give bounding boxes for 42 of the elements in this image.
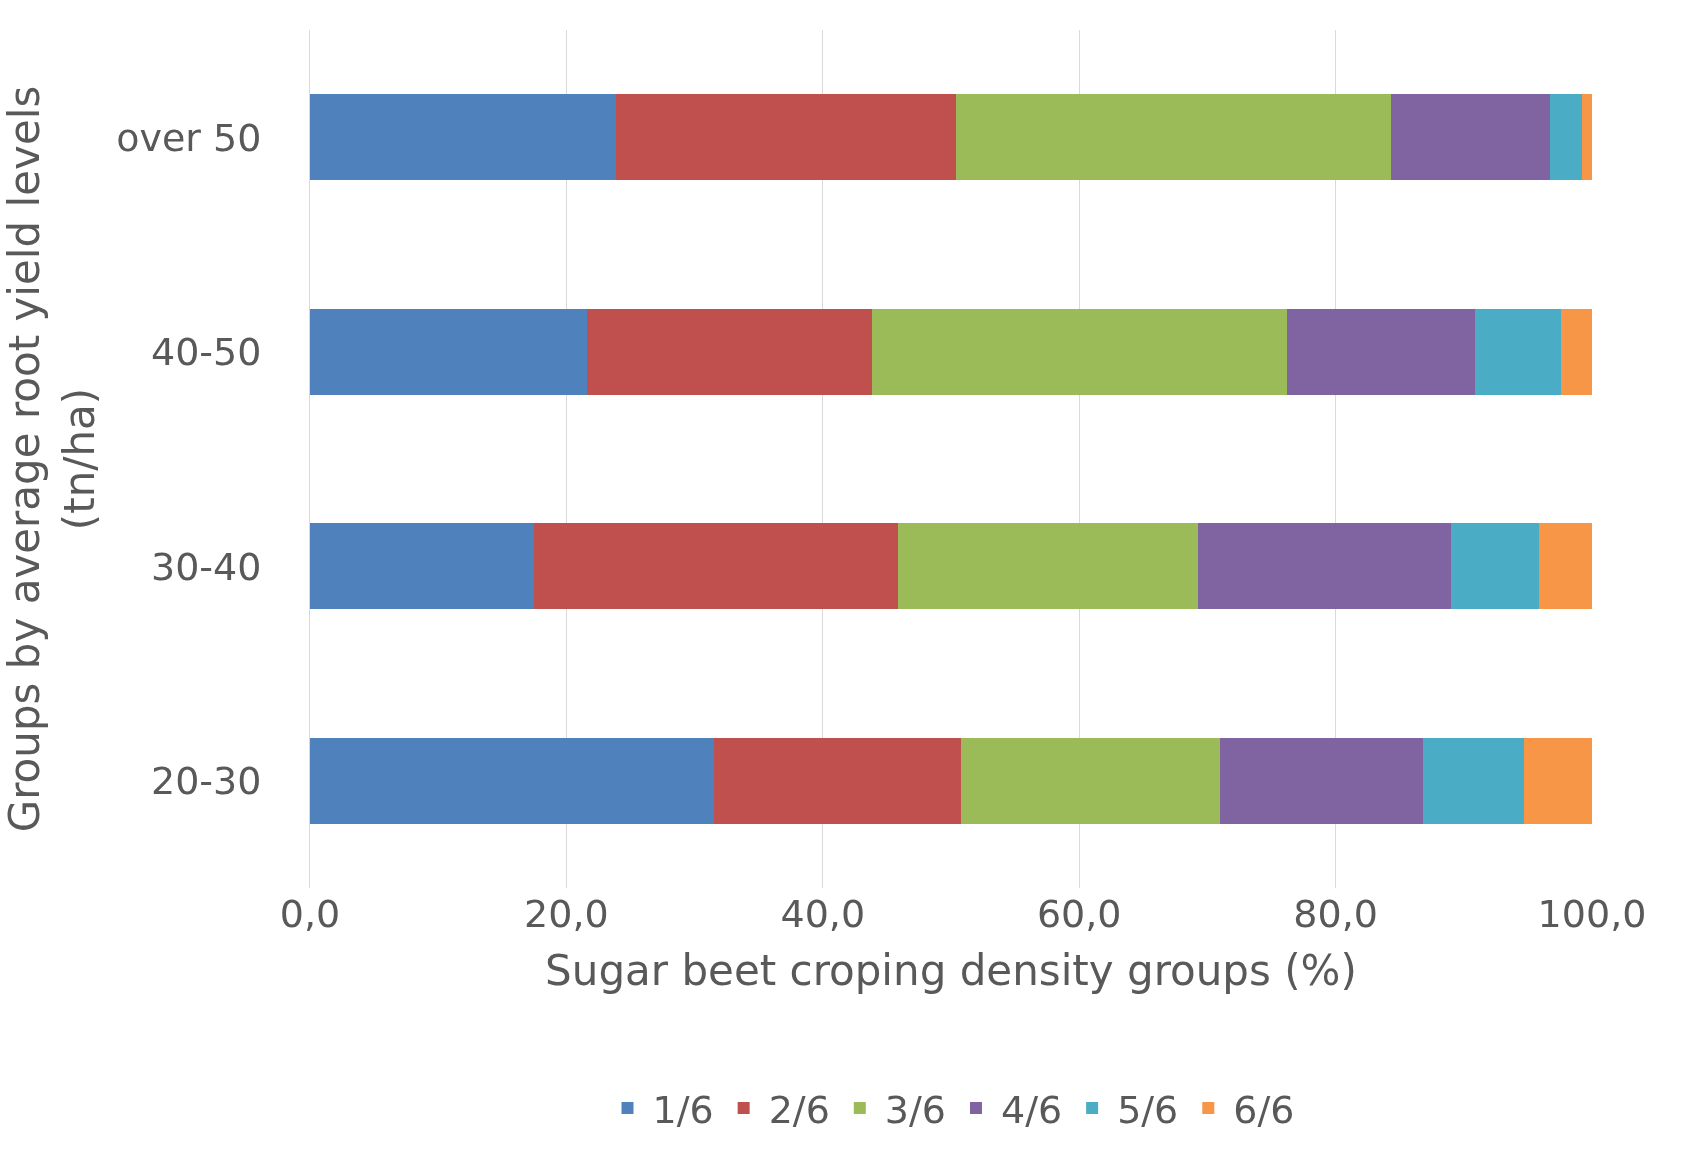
bar bbox=[1539, 523, 1592, 610]
bar bbox=[1475, 308, 1562, 395]
bar bbox=[1220, 737, 1423, 824]
bar bbox=[586, 308, 872, 395]
legend-label: 1/6 bbox=[652, 1087, 714, 1132]
legend-label: 2/6 bbox=[768, 1087, 830, 1132]
bar bbox=[310, 94, 617, 181]
bar bbox=[1524, 737, 1592, 824]
x-axis-title: Sugar beet croping density groups (%) bbox=[545, 945, 1357, 995]
bar bbox=[616, 94, 957, 181]
legend-label: 5/6 bbox=[1117, 1087, 1179, 1132]
bar bbox=[1549, 94, 1582, 181]
bar bbox=[713, 737, 962, 824]
bar bbox=[961, 737, 1221, 824]
bar bbox=[310, 523, 535, 610]
bar bbox=[1286, 308, 1476, 395]
y-tick-label: over 50 bbox=[116, 115, 262, 160]
bar bbox=[1561, 308, 1592, 395]
bar bbox=[310, 737, 714, 824]
bar bbox=[898, 523, 1199, 610]
legend-label: 4/6 bbox=[1000, 1087, 1063, 1132]
bar bbox=[534, 523, 899, 610]
y-axis-title: Groups by average root yield levels (tn/ha) bbox=[0, 85, 104, 833]
x-tick-label: 20,0 bbox=[524, 892, 609, 936]
bar bbox=[1422, 737, 1525, 824]
bar bbox=[1581, 94, 1592, 181]
legend-label: 3/6 bbox=[884, 1087, 946, 1132]
legend-label: 6/6 bbox=[1233, 1087, 1295, 1132]
bar bbox=[310, 308, 587, 395]
x-tick-label: 100,0 bbox=[1537, 892, 1647, 936]
y-tick-label: 20-30 bbox=[150, 759, 262, 804]
bar bbox=[1450, 523, 1540, 610]
y-tick-label: 30-40 bbox=[150, 544, 262, 589]
x-tick-label: 60,0 bbox=[1036, 892, 1122, 936]
x-tick-label: 0,0 bbox=[279, 892, 341, 936]
y-tick-label: 40-50 bbox=[150, 330, 262, 375]
x-tick-label: 40,0 bbox=[780, 892, 866, 936]
x-tick-label: 80,0 bbox=[1293, 892, 1378, 936]
bar bbox=[956, 94, 1391, 181]
bar bbox=[1198, 523, 1451, 610]
bar bbox=[1390, 94, 1550, 181]
bar bbox=[871, 308, 1287, 395]
